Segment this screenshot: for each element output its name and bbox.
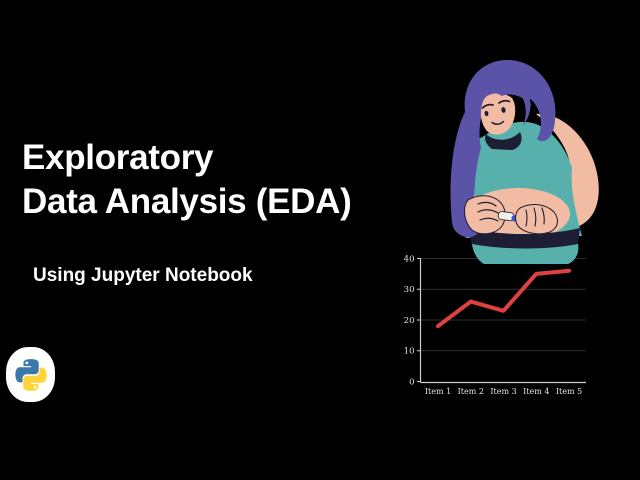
- illustration-left-hand-fingers: [477, 201, 499, 222]
- subtitle: Using Jupyter Notebook: [33, 265, 253, 286]
- woman-illustration: [450, 59, 599, 264]
- y-tick-label: 30: [404, 285, 415, 295]
- illustration-collar-shadow: [485, 132, 522, 150]
- illustration-mouth: [491, 120, 505, 125]
- illustration-eye-right: [501, 107, 506, 113]
- x-tick-label: Item 3: [490, 387, 516, 396]
- page-title: Exploratory Data Analysis (EDA): [22, 136, 352, 224]
- illustration-brow-right: [498, 99, 511, 104]
- illustration-hair: [450, 59, 556, 238]
- x-tick-label: Item 1: [425, 387, 451, 396]
- y-tick-label: 0: [409, 377, 414, 387]
- python-logo-badge: [6, 347, 55, 402]
- title-line-2: Data Analysis (EDA): [22, 182, 352, 221]
- illustration-hand-shadow: [478, 230, 552, 246]
- line-chart: 0 10 20 30 40 Item 1 Item 2 Item 3 Item 4 Item 5: [404, 254, 586, 396]
- y-tick-label: 20: [404, 316, 415, 326]
- illustration-skirt: [472, 244, 579, 264]
- illustration-brow-left: [481, 103, 494, 109]
- x-tick-label: Item 2: [458, 387, 484, 396]
- python-logo-icon: [14, 358, 47, 391]
- title-line-1: Exploratory: [22, 138, 214, 177]
- data-line: [436, 268, 571, 329]
- y-tick-label: 10: [404, 347, 415, 357]
- x-tick-label: Item 4: [523, 387, 549, 396]
- illustration-eye-left: [484, 110, 489, 117]
- illustration-fringe: [483, 85, 531, 106]
- illustration-face: [480, 93, 516, 135]
- illustration-right-arm: [512, 113, 599, 233]
- x-tick-label: Item 5: [556, 387, 582, 396]
- illustration-right-hand-fingers: [525, 207, 545, 227]
- y-tick-label: 40: [404, 254, 415, 264]
